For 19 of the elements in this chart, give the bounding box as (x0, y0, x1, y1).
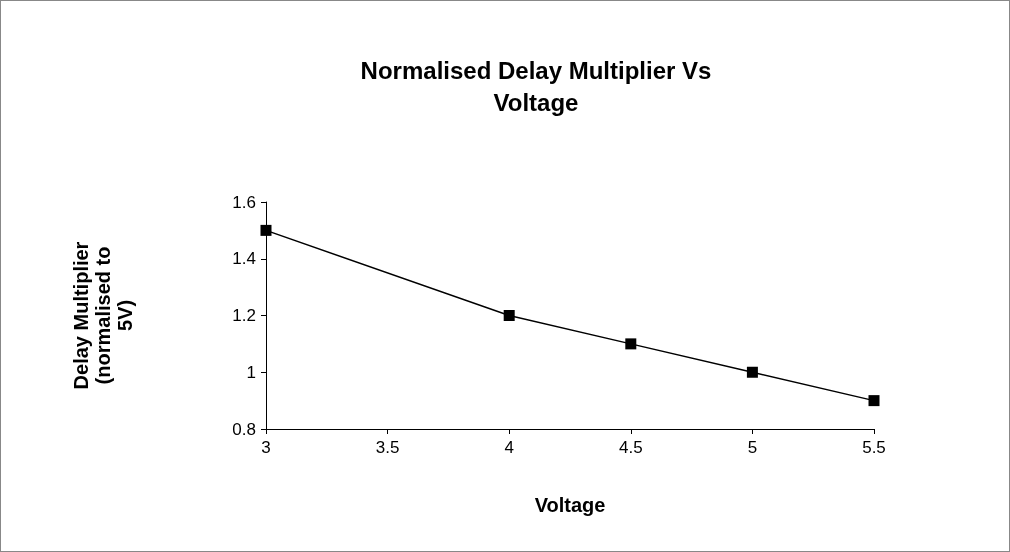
x-axis-title: Voltage (534, 494, 606, 516)
point (746, 366, 758, 378)
x-tick-label: 3.5 (375, 438, 400, 457)
y-tick-label: 1.4 (232, 249, 256, 269)
point (260, 224, 272, 236)
x-tick-label: 5 (747, 438, 758, 457)
y-tick-label: 1 (246, 362, 256, 382)
y-tick-label: 1.2 (232, 306, 256, 325)
x-tick-label: 5.5 (862, 438, 886, 457)
y-axis-title: Delay Multiplier (normalised to 5V) (70, 241, 136, 390)
x-tick-label: 4.5 (618, 438, 643, 457)
y-tick-label: 0.8 (232, 419, 256, 439)
chart-title: Normalised Delay Multiplier Vs Voltage (360, 56, 712, 116)
y-tick-label: 1.6 (232, 192, 256, 212)
x-tick-label: 3 (261, 438, 271, 457)
point (868, 395, 880, 407)
point (503, 310, 515, 321)
x-tick-label: 4 (504, 438, 514, 457)
point (625, 338, 637, 350)
